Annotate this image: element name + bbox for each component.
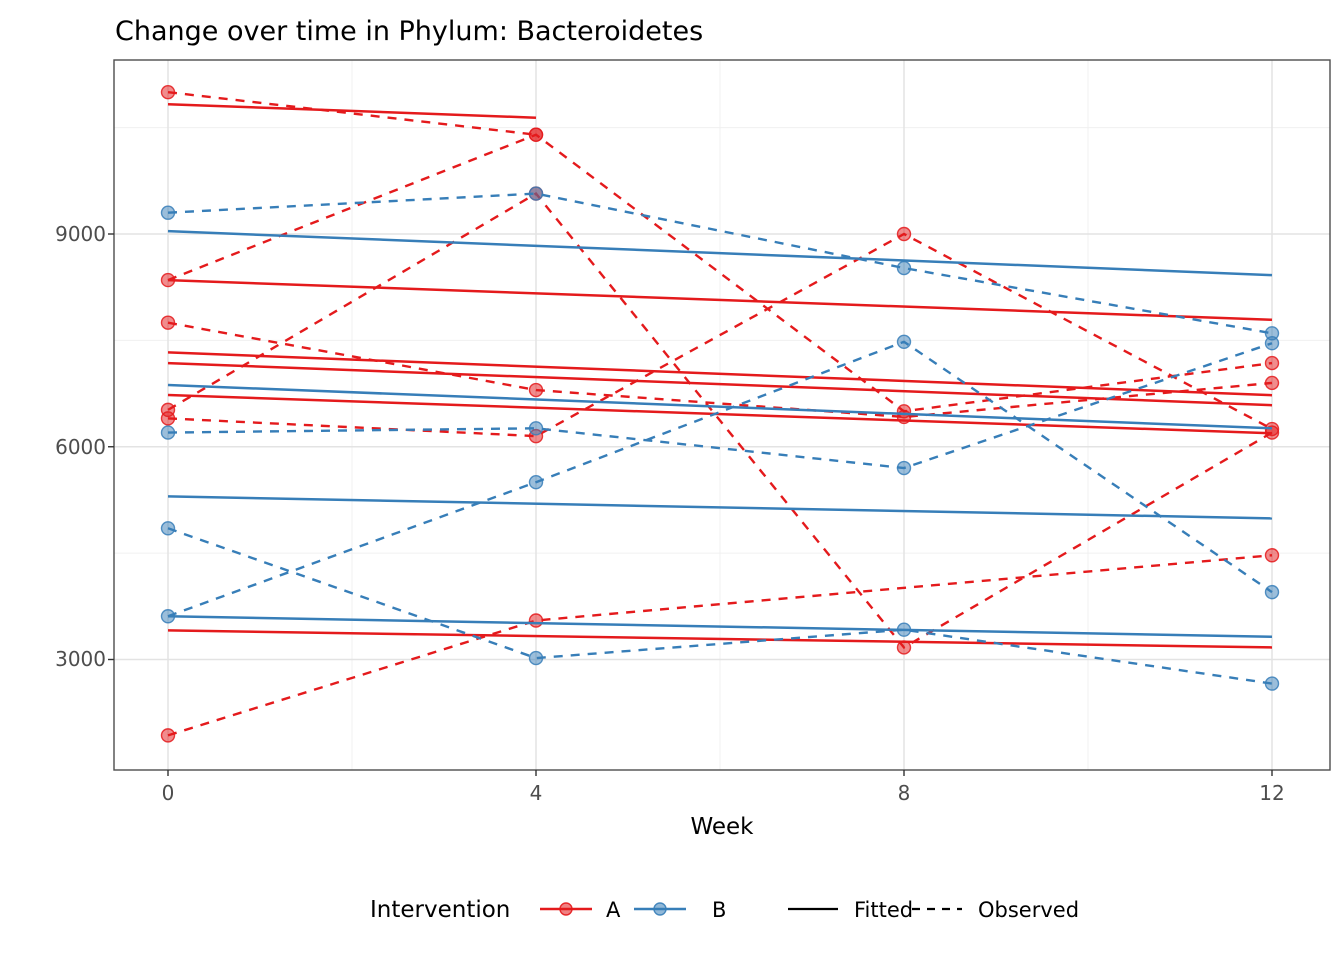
data-point-B2 xyxy=(1264,336,1280,351)
series-layer xyxy=(160,84,1280,743)
fitted-line-A3 xyxy=(167,351,1273,397)
x-tick-label-12: 12 xyxy=(1259,781,1284,805)
data-point-A3 xyxy=(160,315,176,330)
panel-border xyxy=(113,59,1331,771)
fitted-line-A6 xyxy=(167,629,1273,649)
legend-item-observed: Observed xyxy=(912,898,1079,922)
data-point-B4 xyxy=(896,622,912,637)
chart-title: Change over time in Phylum: Bacteroidete… xyxy=(115,16,703,47)
x-tick-label-8: 8 xyxy=(898,781,911,805)
observed-line-A3 xyxy=(167,321,1273,419)
legend-title: Intervention xyxy=(370,897,510,923)
data-point-A3 xyxy=(528,382,544,398)
fitted-line-B2 xyxy=(167,383,1273,430)
data-point-A6 xyxy=(528,613,544,628)
data-point-B1 xyxy=(896,260,912,276)
observed-line-A5 xyxy=(167,232,1273,438)
observed-line-A1 xyxy=(167,90,537,136)
legend-label-a: A xyxy=(606,898,621,922)
data-point-B3 xyxy=(896,334,912,349)
data-point-A2 xyxy=(1264,355,1280,371)
fitted-line-A5 xyxy=(167,393,1273,435)
observed-line-A4 xyxy=(167,192,1273,649)
data-point-B1 xyxy=(528,186,544,201)
x-tick-label-0: 0 xyxy=(162,781,175,805)
data-point-A6 xyxy=(1264,548,1280,563)
fitted-line-A2 xyxy=(167,278,1273,322)
legend-item-group-a: A xyxy=(540,898,621,922)
legend-label-b: B xyxy=(712,898,726,922)
fitted-line-A1 xyxy=(167,102,537,119)
data-point-B2 xyxy=(528,421,544,436)
legend-label-fitted: Fitted xyxy=(854,898,913,922)
legend-item-group-b: B xyxy=(634,898,726,922)
data-point-A2 xyxy=(528,127,544,142)
data-point-A2 xyxy=(160,272,176,288)
data-point-B1 xyxy=(160,205,176,220)
data-point-A3 xyxy=(1264,375,1280,391)
data-point-B2 xyxy=(160,425,176,440)
legend-item-fitted: Fitted xyxy=(788,898,913,922)
y-tick-label-9000: 9000 xyxy=(55,222,106,246)
data-point-A5 xyxy=(896,226,912,242)
observed-line-B4 xyxy=(167,527,1273,685)
fitted-line-B1 xyxy=(167,229,1273,277)
data-point-B4 xyxy=(160,521,176,536)
data-point-B4 xyxy=(1264,676,1280,691)
legend-key-point-a xyxy=(559,902,573,916)
fitted-line-B3 xyxy=(167,495,1273,520)
data-point-A1 xyxy=(160,84,176,100)
data-point-A6 xyxy=(160,728,176,743)
legend-key-point-b xyxy=(653,902,667,916)
data-point-B4 xyxy=(528,650,544,666)
legend-label-observed: Observed xyxy=(978,898,1079,922)
data-point-A5 xyxy=(160,411,176,426)
data-point-B2 xyxy=(896,460,912,476)
fitted-line-B4 xyxy=(167,614,1273,639)
data-point-B3 xyxy=(1264,584,1280,600)
legend: Intervention A B Fitted Observed xyxy=(370,897,1079,923)
fitted-line-A4 xyxy=(167,361,1273,407)
x-axis-title: Week xyxy=(690,814,754,840)
observed-line-B3 xyxy=(167,340,1273,618)
y-tick-label-6000: 6000 xyxy=(55,435,106,459)
x-tick-label-4: 4 xyxy=(530,781,543,805)
tick-mark-layer xyxy=(108,233,1273,776)
y-tick-label-3000: 3000 xyxy=(55,647,106,671)
data-point-B3 xyxy=(528,475,544,490)
